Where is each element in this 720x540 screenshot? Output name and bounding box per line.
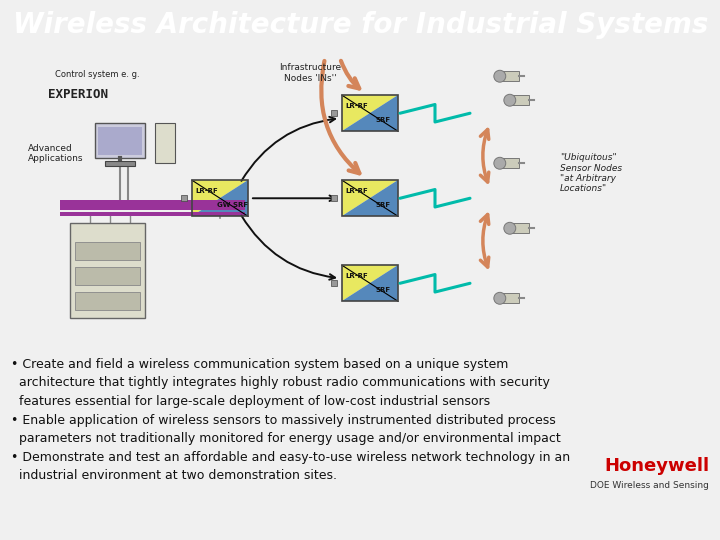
Text: DOE Wireless and Sensing: DOE Wireless and Sensing	[590, 481, 709, 490]
Bar	[342, 180, 398, 216]
Circle shape	[504, 222, 516, 234]
Text: parameters not traditionally monitored for energy usage and/or environmental imp: parameters not traditionally monitored f…	[11, 432, 560, 445]
Text: LR-RF: LR-RF	[196, 188, 218, 194]
Bar	[511, 223, 528, 233]
Text: SRF: SRF	[375, 117, 390, 124]
Bar	[502, 158, 518, 168]
Bar	[192, 180, 248, 216]
Text: Infrastructure
Nodes 'INs'': Infrastructure Nodes 'INs''	[279, 63, 341, 83]
Bar	[342, 95, 398, 131]
Polygon shape	[342, 265, 398, 301]
Polygon shape	[342, 95, 398, 131]
Bar	[502, 71, 518, 82]
Text: Advanced
Applications: Advanced Applications	[28, 144, 84, 163]
Text: "Ubiquitous"
Sensor Nodes
"at Arbitrary
Locations": "Ubiquitous" Sensor Nodes "at Arbitrary …	[560, 153, 622, 193]
Bar	[155, 123, 175, 163]
Bar	[75, 242, 140, 260]
Text: Honeywell: Honeywell	[604, 457, 709, 475]
Text: Wireless Architecture for Industrial Systems: Wireless Architecture for Industrial Sys…	[13, 11, 708, 39]
Text: • Enable application of wireless sensors to massively instrumented distributed p: • Enable application of wireless sensors…	[11, 414, 555, 427]
Polygon shape	[192, 180, 248, 216]
Text: Control system e. g.: Control system e. g.	[55, 70, 140, 79]
Text: EXPERION: EXPERION	[48, 88, 108, 101]
Polygon shape	[342, 180, 398, 216]
Text: LR-RF: LR-RF	[346, 188, 369, 194]
Bar	[98, 127, 142, 155]
Text: LR-RF: LR-RF	[346, 103, 369, 109]
Text: GW SRF: GW SRF	[217, 202, 248, 208]
Circle shape	[494, 70, 505, 82]
Text: • Demonstrate and test an affordable and easy-to-use wireless network technology: • Demonstrate and test an affordable and…	[11, 451, 570, 464]
Text: • Create and field a wireless communication system based on a unique system: • Create and field a wireless communicat…	[11, 358, 508, 371]
Bar	[60, 200, 245, 210]
Circle shape	[494, 157, 505, 169]
Text: SRF: SRF	[375, 202, 390, 208]
Circle shape	[504, 94, 516, 106]
Polygon shape	[342, 95, 398, 131]
Bar	[95, 123, 145, 158]
Text: SRF: SRF	[375, 287, 390, 293]
Bar	[75, 292, 140, 310]
Bar	[511, 95, 528, 105]
Bar	[70, 223, 145, 318]
Circle shape	[494, 292, 505, 304]
Polygon shape	[342, 180, 398, 216]
Bar	[75, 267, 140, 285]
Bar	[60, 212, 245, 216]
Text: features essential for large-scale deployment of low-cost industrial sensors: features essential for large-scale deplo…	[11, 395, 490, 408]
Polygon shape	[342, 265, 398, 301]
Bar	[502, 293, 518, 303]
Text: architecture that tightly integrates highly robust radio communications with sec: architecture that tightly integrates hig…	[11, 376, 549, 389]
Polygon shape	[192, 180, 248, 216]
Text: LR-RF: LR-RF	[346, 273, 369, 279]
Bar	[342, 265, 398, 301]
Text: industrial environment at two demonstration sites.: industrial environment at two demonstrat…	[11, 469, 337, 482]
Bar	[105, 161, 135, 166]
